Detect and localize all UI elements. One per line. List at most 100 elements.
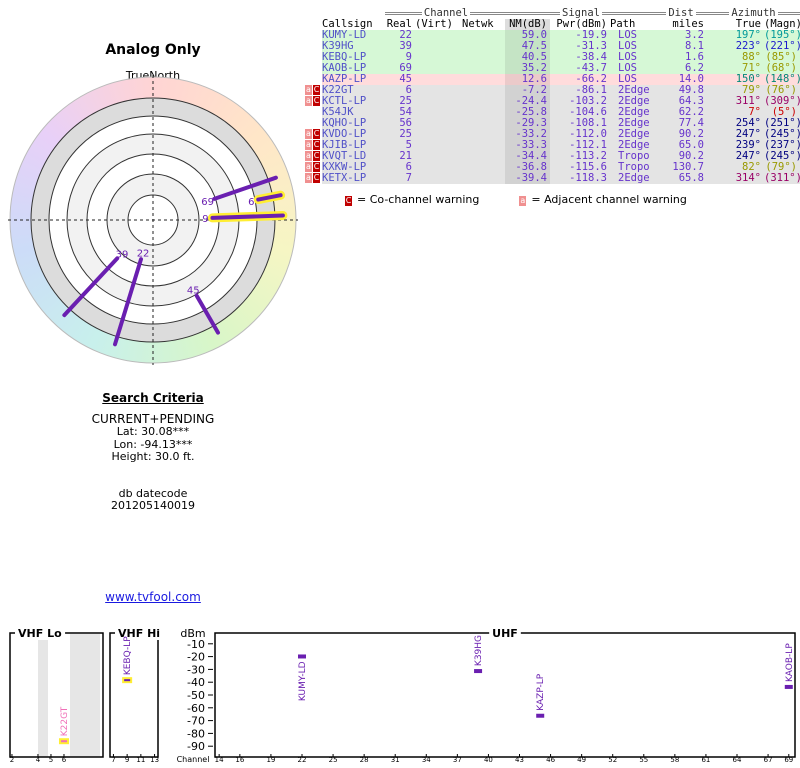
y-tick-label: -40 xyxy=(187,676,205,689)
real: 22 xyxy=(399,29,412,41)
real: 69 xyxy=(399,62,412,74)
nm: 40.5 xyxy=(505,52,550,63)
warning-flag: C xyxy=(313,85,320,95)
signal-bar xyxy=(122,677,133,684)
table-row: KCTL-LP 25 -24.4 -103.2 2Edge 64.3 311° (309°) xyxy=(322,96,800,107)
az-magn: (309°) xyxy=(764,95,800,107)
y-tick-label: -80 xyxy=(187,727,205,740)
az-true: 79° xyxy=(742,84,761,96)
x-tick-label: 64 xyxy=(733,756,742,764)
x-tick-label: 69 xyxy=(784,756,793,764)
y-tick-label: -70 xyxy=(187,715,205,728)
az-true: 82° xyxy=(742,161,761,173)
dist: 6.2 xyxy=(685,62,704,74)
table-row: KAZP-LP 45 12.6 -66.2 LOS 14.0 150° (148°) xyxy=(322,74,800,85)
pwr: -108.1 xyxy=(569,117,607,129)
panel-title: VHF Hi xyxy=(118,627,160,640)
x-axis-label: Channel xyxy=(177,755,210,764)
az-magn: (148°) xyxy=(764,73,800,85)
dist: 90.2 xyxy=(678,150,704,162)
real: 9 xyxy=(405,51,412,63)
real: 54 xyxy=(399,106,412,118)
column-label: Real xyxy=(386,18,412,30)
pwr: -43.7 xyxy=(575,62,607,74)
x-tick-label: 4 xyxy=(36,756,41,764)
y-tick-label: -30 xyxy=(187,663,205,676)
dist: 3.2 xyxy=(685,29,704,41)
dist: 62.2 xyxy=(678,106,704,118)
pwr: -86.1 xyxy=(575,84,607,96)
warning-flag: C xyxy=(313,162,320,172)
x-tick-label: 19 xyxy=(266,756,275,764)
x-tick-label: 40 xyxy=(484,756,493,764)
title: Analog Only xyxy=(105,42,201,58)
spoke xyxy=(210,213,285,220)
table-row: K22GT 6 -7.2 -86.1 2Edge 49.8 79° (76°) xyxy=(322,85,800,96)
x-tick-label: 13 xyxy=(150,756,159,764)
x-tick-label: 49 xyxy=(577,756,586,764)
x-tick-label: 25 xyxy=(329,756,338,764)
path: LOS xyxy=(618,62,637,74)
column-label: miles xyxy=(672,18,704,30)
dist: 130.7 xyxy=(672,161,704,173)
az-magn: (245°) xyxy=(764,128,800,140)
path: 2Edge xyxy=(618,139,650,151)
dist: 77.4 xyxy=(678,117,704,129)
panel-frame xyxy=(109,632,159,758)
group-label: Dist xyxy=(655,8,707,19)
warning-flag: a xyxy=(305,85,312,95)
callsign: KJIB-LP xyxy=(322,139,367,151)
dist: 65.0 xyxy=(678,139,704,151)
pwr: -38.4 xyxy=(575,51,607,63)
callsign: KVDO-LP xyxy=(322,128,367,140)
x-tick-label: 61 xyxy=(701,756,710,764)
real: 7 xyxy=(405,172,412,184)
real: 39 xyxy=(399,40,412,52)
spoke-label: 22 xyxy=(137,249,150,260)
site-link[interactable]: www.tvfool.com xyxy=(105,590,201,604)
real: 6 xyxy=(405,84,412,96)
x-tick-label: 31 xyxy=(391,756,400,764)
az-magn: (79°) xyxy=(765,161,797,173)
real: 25 xyxy=(399,95,412,107)
x-tick-label: 14 xyxy=(215,756,224,764)
pwr: -66.2 xyxy=(575,73,607,85)
column-label: True xyxy=(735,18,761,30)
az-true: 150° xyxy=(735,73,761,85)
panel-title-bg xyxy=(15,627,66,640)
path: 2Edge xyxy=(618,172,650,184)
table-row: KQHO-LP 56 -29.3 -108.1 2Edge 77.4 254° (251°) xyxy=(322,118,800,129)
y-tick-label: -90 xyxy=(187,740,205,753)
callsign: K39HG xyxy=(322,40,354,52)
nm: -36.8 xyxy=(505,162,550,173)
signal-bar xyxy=(298,654,306,659)
y-tick-label: -20 xyxy=(187,651,205,664)
table-row: KETX-LP 7 -39.4 -118.3 2Edge 65.8 314° (311°) xyxy=(322,173,800,184)
az-magn: (237°) xyxy=(764,139,800,151)
x-tick-label: 7 xyxy=(111,756,115,764)
callsign: KEBQ-LP xyxy=(322,51,367,63)
nm: 47.5 xyxy=(505,41,550,52)
path: LOS xyxy=(618,40,637,52)
x-tick-label: 9 xyxy=(125,756,129,764)
search-title: Search Criteria xyxy=(102,391,204,405)
az-true: 311° xyxy=(735,95,761,107)
x-tick-label: 37 xyxy=(453,756,462,764)
warning-flag: a xyxy=(305,173,312,183)
panel-title: VHF Lo xyxy=(18,627,62,640)
legend-item: a = Adjacent channel warning xyxy=(519,193,687,206)
real: 45 xyxy=(399,73,412,85)
nm: 59.0 xyxy=(505,30,550,41)
az-magn: (195°) xyxy=(764,29,800,41)
legend-item: C = Co-channel warning xyxy=(345,193,479,206)
warning-flag: C xyxy=(313,140,320,150)
real: 5 xyxy=(405,139,412,151)
station-label: K39HG xyxy=(474,635,484,666)
column-label: NM(dB) xyxy=(505,19,550,30)
signal-bar xyxy=(784,684,793,689)
pwr: -118.3 xyxy=(569,172,607,184)
legend-text: = Adjacent channel warning xyxy=(531,193,687,206)
dist: 1.6 xyxy=(685,51,704,63)
